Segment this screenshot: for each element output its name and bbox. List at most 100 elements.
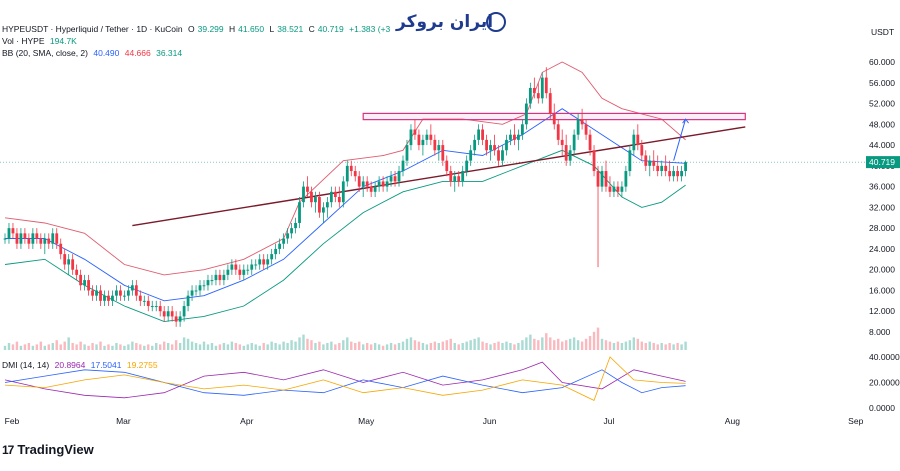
candle-body bbox=[115, 290, 118, 296]
candle-body bbox=[524, 103, 528, 125]
candle-body bbox=[254, 264, 258, 266]
price-tick-label: 36.000 bbox=[869, 182, 895, 192]
tradingview-footer[interactable]: 17 TradingView bbox=[2, 442, 94, 457]
candle-body bbox=[660, 165, 664, 172]
volume-bar bbox=[405, 338, 409, 350]
volume-bar bbox=[473, 338, 476, 350]
volume-bar bbox=[282, 341, 285, 350]
volume-bar bbox=[636, 338, 640, 350]
candle-body bbox=[556, 124, 560, 140]
volume-bar bbox=[549, 337, 552, 350]
volume-bar bbox=[286, 343, 289, 350]
volume-bar bbox=[369, 344, 373, 350]
candle-body bbox=[465, 160, 469, 172]
candle-body bbox=[457, 176, 461, 182]
candle-body bbox=[413, 129, 417, 135]
volume-bar bbox=[107, 344, 110, 350]
volume-bar bbox=[7, 343, 11, 350]
volume-bar bbox=[397, 343, 401, 350]
volume-bar bbox=[298, 337, 301, 350]
volume-bar bbox=[55, 340, 58, 350]
volume-bar bbox=[513, 344, 516, 350]
volume-bar bbox=[433, 341, 437, 350]
candle-body bbox=[325, 202, 329, 208]
candle-body bbox=[99, 290, 102, 301]
candle-body bbox=[107, 295, 110, 301]
brand-logo-icon bbox=[486, 12, 506, 32]
candle-body bbox=[75, 269, 79, 275]
candle-body bbox=[162, 311, 166, 317]
volume-bar bbox=[178, 343, 182, 350]
candle-body bbox=[345, 165, 349, 182]
dmi-minus-line bbox=[4, 369, 686, 396]
volume-bar bbox=[31, 345, 35, 350]
candle-body bbox=[532, 87, 536, 94]
adx-line bbox=[4, 356, 686, 401]
volume-bar bbox=[445, 340, 448, 350]
candle-body bbox=[274, 248, 278, 255]
last-price-tag bbox=[866, 156, 900, 169]
candle-body bbox=[87, 280, 90, 291]
candle-body bbox=[544, 77, 548, 94]
time-tick-label: Feb bbox=[5, 416, 20, 426]
bb-legend[interactable]: BB (20, SMA, close, 2) 40.490 44.666 36.… bbox=[2, 48, 185, 59]
volume-bar bbox=[620, 343, 624, 350]
candle-body bbox=[282, 238, 285, 244]
volume-bar bbox=[449, 338, 452, 350]
volume-bar bbox=[139, 344, 142, 350]
volume-bar bbox=[131, 341, 134, 350]
candle-body bbox=[469, 150, 473, 161]
volume-bar bbox=[151, 345, 154, 350]
volume-bar bbox=[576, 340, 580, 350]
candle-body bbox=[676, 171, 680, 177]
candle-body bbox=[361, 181, 365, 187]
candle-body bbox=[95, 290, 98, 296]
volume-bar bbox=[564, 340, 568, 350]
candle-body bbox=[19, 233, 23, 244]
volume-bar bbox=[521, 340, 524, 350]
volume-bar bbox=[672, 344, 675, 350]
volume-bar bbox=[656, 344, 659, 350]
candle-body bbox=[477, 129, 481, 140]
dmi-tick-label: 40.0000 bbox=[869, 352, 900, 362]
candle-body bbox=[242, 269, 246, 275]
symbol-title: HYPEUSDT · Hyperliquid / Tether · 1D · K… bbox=[2, 24, 183, 34]
dmi-indicator bbox=[4, 356, 686, 401]
volume-bar bbox=[147, 344, 150, 350]
volume-bar bbox=[612, 343, 616, 350]
volume-bar bbox=[525, 337, 528, 350]
volume-bar bbox=[421, 343, 425, 350]
price-tick-label: 24.000 bbox=[869, 244, 895, 254]
volume-bar bbox=[393, 344, 397, 350]
price-tick-label: 52.000 bbox=[869, 99, 895, 109]
candle-body bbox=[612, 186, 616, 192]
volume-bar bbox=[190, 341, 194, 350]
dmi-legend[interactable]: DMI (14, 14) 20.8964 17.5041 19.2755 bbox=[2, 360, 161, 371]
candle-body bbox=[103, 295, 106, 301]
volume-bar bbox=[79, 341, 82, 350]
candle-body bbox=[353, 171, 357, 177]
volume-bar bbox=[306, 338, 309, 350]
candle-body bbox=[158, 306, 162, 312]
candle-body bbox=[11, 228, 15, 234]
candle-body bbox=[226, 269, 230, 275]
candle-body bbox=[640, 145, 644, 156]
candle-body bbox=[453, 176, 457, 182]
candle-body bbox=[43, 238, 47, 244]
volume-bar bbox=[87, 345, 90, 350]
volume-bar bbox=[99, 341, 102, 350]
volume-legend[interactable]: Vol · HYPE 194.7K bbox=[2, 36, 80, 47]
candle-body bbox=[190, 290, 194, 296]
volume-bar bbox=[334, 344, 337, 350]
candle-body bbox=[548, 93, 552, 114]
volume-bar bbox=[75, 344, 78, 350]
volume-bar bbox=[529, 334, 532, 350]
candle-body bbox=[91, 290, 94, 296]
volume-bar bbox=[174, 340, 178, 350]
volume-bar bbox=[346, 337, 349, 350]
volume-bar bbox=[684, 341, 687, 350]
candle-body bbox=[620, 186, 624, 192]
price-tick-label: 60.000 bbox=[869, 57, 895, 67]
candle-body bbox=[234, 264, 238, 270]
